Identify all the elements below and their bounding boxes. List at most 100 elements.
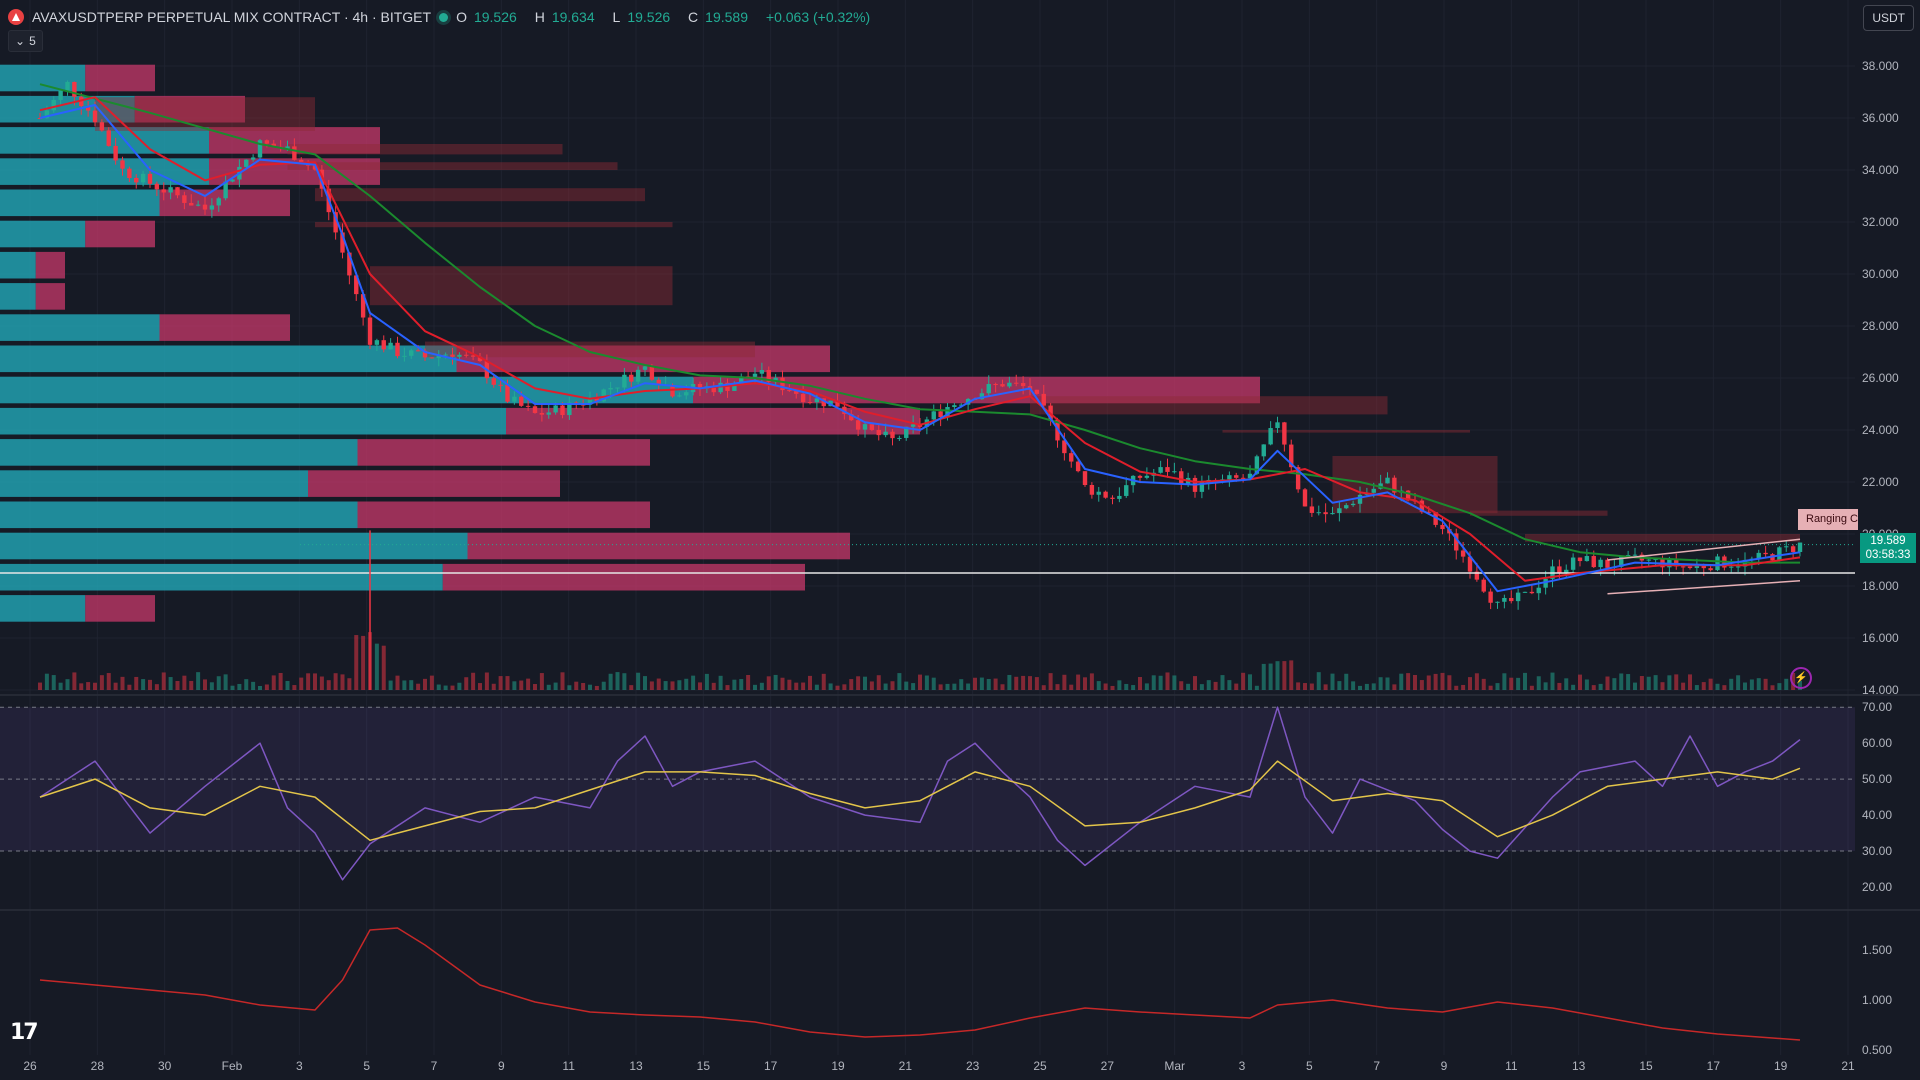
open-value: 19.526: [473, 9, 517, 25]
volume-bar: [1784, 678, 1789, 690]
candle-body: [986, 383, 991, 394]
volume-bar: [230, 685, 235, 690]
avax-symbol-icon: [8, 9, 24, 25]
symbol-title[interactable]: AVAXUSDTPERP PERPETUAL MIX CONTRACT · 4h…: [32, 9, 432, 25]
candle-body: [271, 143, 276, 147]
volume-profile-up-bar: [0, 563, 443, 591]
candle-body: [1179, 471, 1184, 485]
volume-bar: [127, 684, 132, 690]
volume-bar: [436, 684, 441, 690]
candle-body: [1515, 592, 1521, 602]
candle-body: [161, 189, 166, 193]
volume-bar: [766, 676, 771, 690]
volume-bar: [718, 675, 723, 690]
candle-body: [1034, 389, 1040, 394]
volume-bar: [1667, 675, 1672, 690]
volume-bar: [1234, 683, 1239, 690]
candle-body: [436, 355, 441, 359]
market-status-icon: [439, 12, 449, 22]
lightning-icon[interactable]: ⚡: [1790, 667, 1812, 689]
rsi-tick-label: 50.00: [1862, 772, 1892, 786]
volume-bar: [1289, 660, 1294, 690]
x-tick-label: 11: [1505, 1059, 1518, 1073]
y-tick-label: 18.000: [1862, 579, 1899, 593]
volume-profile-down-bar: [467, 532, 850, 560]
volume-bar: [1138, 677, 1142, 690]
candle-body: [1529, 591, 1535, 594]
candle-body: [1536, 587, 1541, 594]
volume-bar: [986, 678, 991, 690]
candle-body: [127, 168, 132, 178]
change-value: +0.063 (+0.32%): [765, 9, 871, 25]
candle-body: [113, 145, 118, 161]
volume-bar: [1227, 680, 1232, 690]
volume-bar: [1344, 673, 1349, 690]
volume-bar: [732, 679, 737, 690]
candle-body: [1763, 552, 1768, 555]
volume-bar: [828, 683, 833, 690]
volume-bar: [58, 682, 63, 690]
volume-profile-down-bar: [85, 595, 155, 622]
indicators-collapse-button[interactable]: ⌄ 5: [8, 30, 43, 52]
volume-bar: [966, 683, 971, 690]
volume-bar: [1179, 681, 1184, 690]
volume-bar: [1275, 661, 1280, 690]
candle-body: [450, 354, 455, 357]
candle-body: [354, 275, 359, 295]
volume-bar: [739, 679, 744, 690]
ema-mid-line: [39, 96, 1801, 582]
candle-body: [189, 202, 194, 206]
candle-body: [1467, 556, 1473, 572]
candle-body: [807, 402, 813, 404]
candle-body: [615, 387, 620, 389]
volume-bar: [1598, 683, 1603, 690]
volume-profile-up-bar: [0, 345, 457, 373]
candle-body: [1144, 475, 1150, 478]
volume-bar: [313, 673, 317, 690]
volume-bar: [498, 676, 503, 690]
currency-button[interactable]: USDT: [1863, 5, 1914, 31]
candle-body: [1124, 485, 1129, 496]
volume-profile-up-bar: [0, 220, 86, 248]
volume-profile-up-bar: [0, 95, 135, 123]
volume-profile-down-bar: [357, 439, 650, 466]
volume-bar: [1557, 682, 1562, 690]
volume-bar: [519, 680, 524, 690]
supply-zones: [95, 97, 1800, 542]
candle-body: [464, 354, 469, 356]
rsi-tick-label: 40.00: [1862, 808, 1892, 822]
candle-body: [1158, 467, 1163, 473]
volume-bar: [1694, 685, 1699, 690]
volume-bar: [835, 685, 840, 690]
volume-bar: [649, 681, 654, 690]
candle-body: [862, 424, 868, 430]
close-value: 19.589: [705, 9, 748, 25]
volume-bar: [1605, 676, 1610, 690]
volume-bar: [1371, 683, 1376, 690]
candle-body: [1405, 490, 1411, 501]
tradingview-logo-icon[interactable]: 17: [10, 1020, 39, 1045]
volume-bar: [244, 679, 249, 690]
volume-profile-down-bar: [85, 64, 155, 92]
volume-bar: [1055, 684, 1060, 690]
volume-bar: [113, 682, 118, 690]
candle-body: [1289, 444, 1294, 468]
candle-body: [429, 357, 435, 359]
volume-bar: [1303, 683, 1307, 690]
volume-bar: [1468, 677, 1472, 690]
volume-bar: [65, 679, 70, 690]
volume-bar: [952, 683, 957, 690]
candle-body: [65, 81, 70, 91]
candle-body: [1557, 566, 1562, 574]
x-tick-label: 28: [91, 1059, 105, 1073]
open-label: O: [456, 9, 467, 25]
volume-bar: [931, 677, 936, 690]
volume-bar: [402, 680, 407, 690]
volume-bar: [361, 635, 366, 690]
volume-bar: [1296, 682, 1301, 690]
x-tick-label: 17: [1707, 1059, 1721, 1073]
candle-body: [340, 232, 345, 253]
candle-body: [1302, 489, 1308, 507]
candle-body: [525, 405, 531, 407]
